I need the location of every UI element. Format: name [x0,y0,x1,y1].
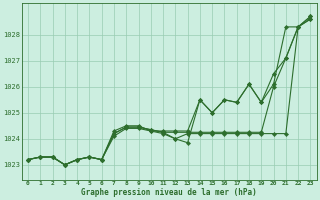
X-axis label: Graphe pression niveau de la mer (hPa): Graphe pression niveau de la mer (hPa) [81,188,257,197]
